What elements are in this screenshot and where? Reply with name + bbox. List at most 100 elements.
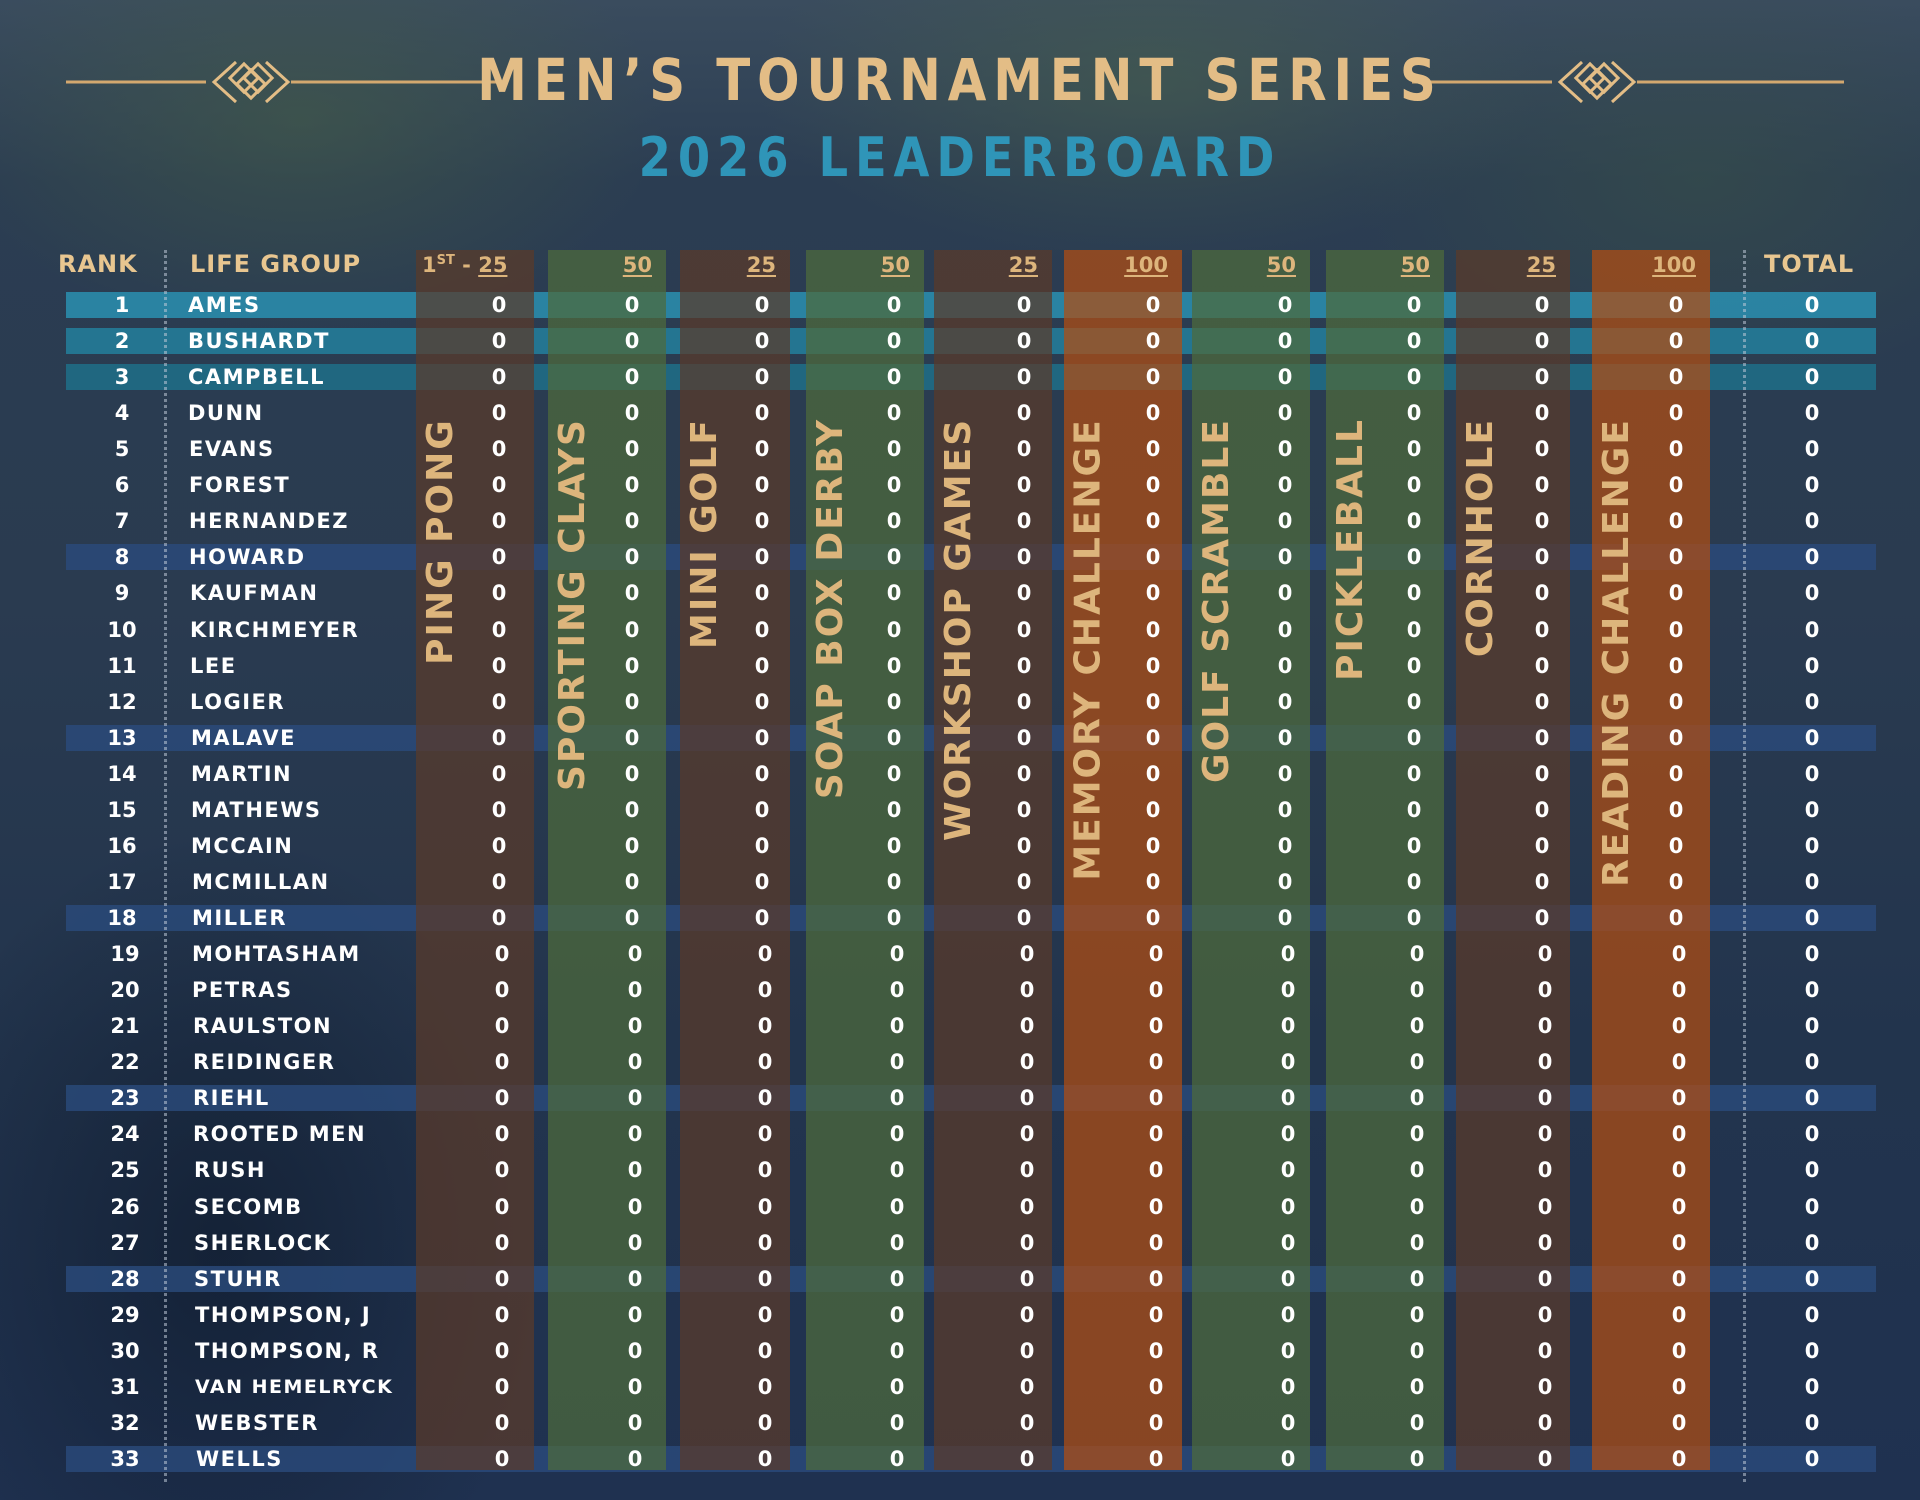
- score-cell: 0: [889, 1410, 905, 1435]
- score-cell: 0: [1671, 1122, 1687, 1147]
- rank-cell: 29: [110, 1302, 140, 1327]
- score-cell: 0: [1145, 869, 1161, 894]
- score-cell: 0: [754, 869, 770, 894]
- score-cell: 0: [627, 942, 643, 967]
- score-cell: 0: [1671, 1194, 1687, 1219]
- rank-cell: 28: [110, 1266, 140, 1291]
- life-group-name: FOREST: [189, 473, 291, 498]
- score-cell: 0: [1537, 1266, 1553, 1291]
- score-cell: 0: [1668, 689, 1684, 714]
- life-group-name: MATHEWS: [191, 797, 322, 822]
- score-cell: 0: [1409, 1194, 1425, 1219]
- score-cell: 0: [1668, 617, 1684, 642]
- score-cell: 0: [494, 1266, 510, 1291]
- score-cell: 0: [886, 473, 902, 498]
- life-group-name: LOGIER: [190, 689, 286, 714]
- score-cell: 0: [627, 1122, 643, 1147]
- score-cell: 0: [1671, 1158, 1687, 1183]
- score-cell: 0: [1671, 1302, 1687, 1327]
- score-cell: 0: [1409, 1050, 1425, 1075]
- total-cell: 0: [1804, 725, 1820, 750]
- rank-cell: 23: [110, 1086, 140, 1111]
- score-cell: 0: [624, 653, 640, 678]
- score-cell: 0: [1409, 942, 1425, 967]
- page-subtitle: 2026 LEADERBOARD: [638, 126, 1282, 189]
- score-cell: 0: [1409, 1014, 1425, 1039]
- score-cell: 0: [1148, 1266, 1164, 1291]
- life-group-name: RIEHL: [193, 1086, 270, 1111]
- score-cell: 0: [1145, 797, 1161, 822]
- event-name-label: SOAP BOX DERBY: [809, 417, 851, 800]
- life-group-name: VAN HEMELRYCK: [195, 1375, 394, 1398]
- total-cell: 0: [1804, 473, 1820, 498]
- score-cell: 0: [1016, 653, 1032, 678]
- score-cell: 0: [491, 761, 507, 786]
- right-ornament-icon: [1412, 60, 1844, 104]
- rank-cell: 30: [110, 1338, 140, 1363]
- rank-cell: 7: [114, 509, 130, 534]
- score-cell: 0: [754, 329, 770, 354]
- rank-header: RANK: [58, 250, 138, 278]
- score-cell: 0: [1537, 1446, 1553, 1471]
- total-cell: 0: [1804, 401, 1820, 426]
- score-cell: 0: [1668, 329, 1684, 354]
- score-cell: 0: [1145, 761, 1161, 786]
- total-cell: 0: [1804, 1338, 1820, 1363]
- score-cell: 0: [886, 689, 902, 714]
- score-cell: 0: [1277, 293, 1293, 317]
- score-cell: 0: [1145, 509, 1161, 534]
- score-cell: 0: [1671, 978, 1687, 1003]
- event-name-label: CORNHOLE: [1459, 417, 1501, 658]
- score-cell: 0: [1406, 833, 1422, 858]
- score-cell: 0: [1537, 942, 1553, 967]
- score-cell: 0: [1671, 1446, 1687, 1471]
- score-cell: 0: [757, 942, 773, 967]
- rank-cell: 12: [107, 689, 137, 714]
- score-cell: 0: [1668, 797, 1684, 822]
- score-cell: 0: [494, 1302, 510, 1327]
- score-cell: 0: [757, 1086, 773, 1111]
- score-cell: 0: [1406, 653, 1422, 678]
- score-cell: 0: [627, 1086, 643, 1111]
- score-cell: 0: [494, 1410, 510, 1435]
- score-cell: 0: [1145, 545, 1161, 570]
- life-group-name: RAULSTON: [193, 1014, 333, 1039]
- score-cell: 0: [627, 1194, 643, 1219]
- event-name-label: GOLF SCRAMBLE: [1195, 418, 1237, 783]
- score-cell: 0: [624, 437, 640, 462]
- score-cell: 0: [1277, 617, 1293, 642]
- event-points-header: 100: [1124, 253, 1168, 277]
- score-cell: 0: [886, 581, 902, 606]
- life-group-name: WEBSTER: [195, 1410, 319, 1435]
- score-cell: 0: [1016, 906, 1032, 931]
- score-cell: 0: [754, 797, 770, 822]
- score-cell: 0: [1406, 869, 1422, 894]
- score-cell: 0: [1668, 509, 1684, 534]
- score-cell: 0: [1145, 689, 1161, 714]
- total-cell: 0: [1804, 653, 1820, 678]
- score-cell: 0: [1668, 365, 1684, 390]
- total-cell: 0: [1804, 1302, 1820, 1327]
- score-cell: 0: [886, 293, 902, 317]
- score-cell: 0: [494, 1194, 510, 1219]
- score-cell: 0: [1409, 1302, 1425, 1327]
- score-cell: 0: [1406, 725, 1422, 750]
- score-cell: 0: [1019, 1266, 1035, 1291]
- life-group-name: REIDINGER: [193, 1050, 336, 1075]
- score-cell: 0: [886, 761, 902, 786]
- score-cell: 0: [1409, 1266, 1425, 1291]
- rank-cell: 18: [107, 906, 137, 931]
- score-cell: 0: [1537, 1410, 1553, 1435]
- total-header: TOTAL: [1764, 250, 1855, 278]
- life-group-name: HERNANDEZ: [189, 509, 349, 534]
- score-cell: 0: [494, 1158, 510, 1183]
- event-column-band: [1592, 250, 1710, 1470]
- life-group-name: MALAVE: [191, 725, 296, 750]
- score-cell: 0: [1148, 1410, 1164, 1435]
- score-cell: 0: [1277, 329, 1293, 354]
- total-cell: 0: [1804, 365, 1820, 390]
- event-points-header: 50: [880, 253, 910, 277]
- score-cell: 0: [1148, 1230, 1164, 1255]
- left-ornament-icon: [66, 60, 498, 104]
- event-column-band: [1326, 250, 1444, 1470]
